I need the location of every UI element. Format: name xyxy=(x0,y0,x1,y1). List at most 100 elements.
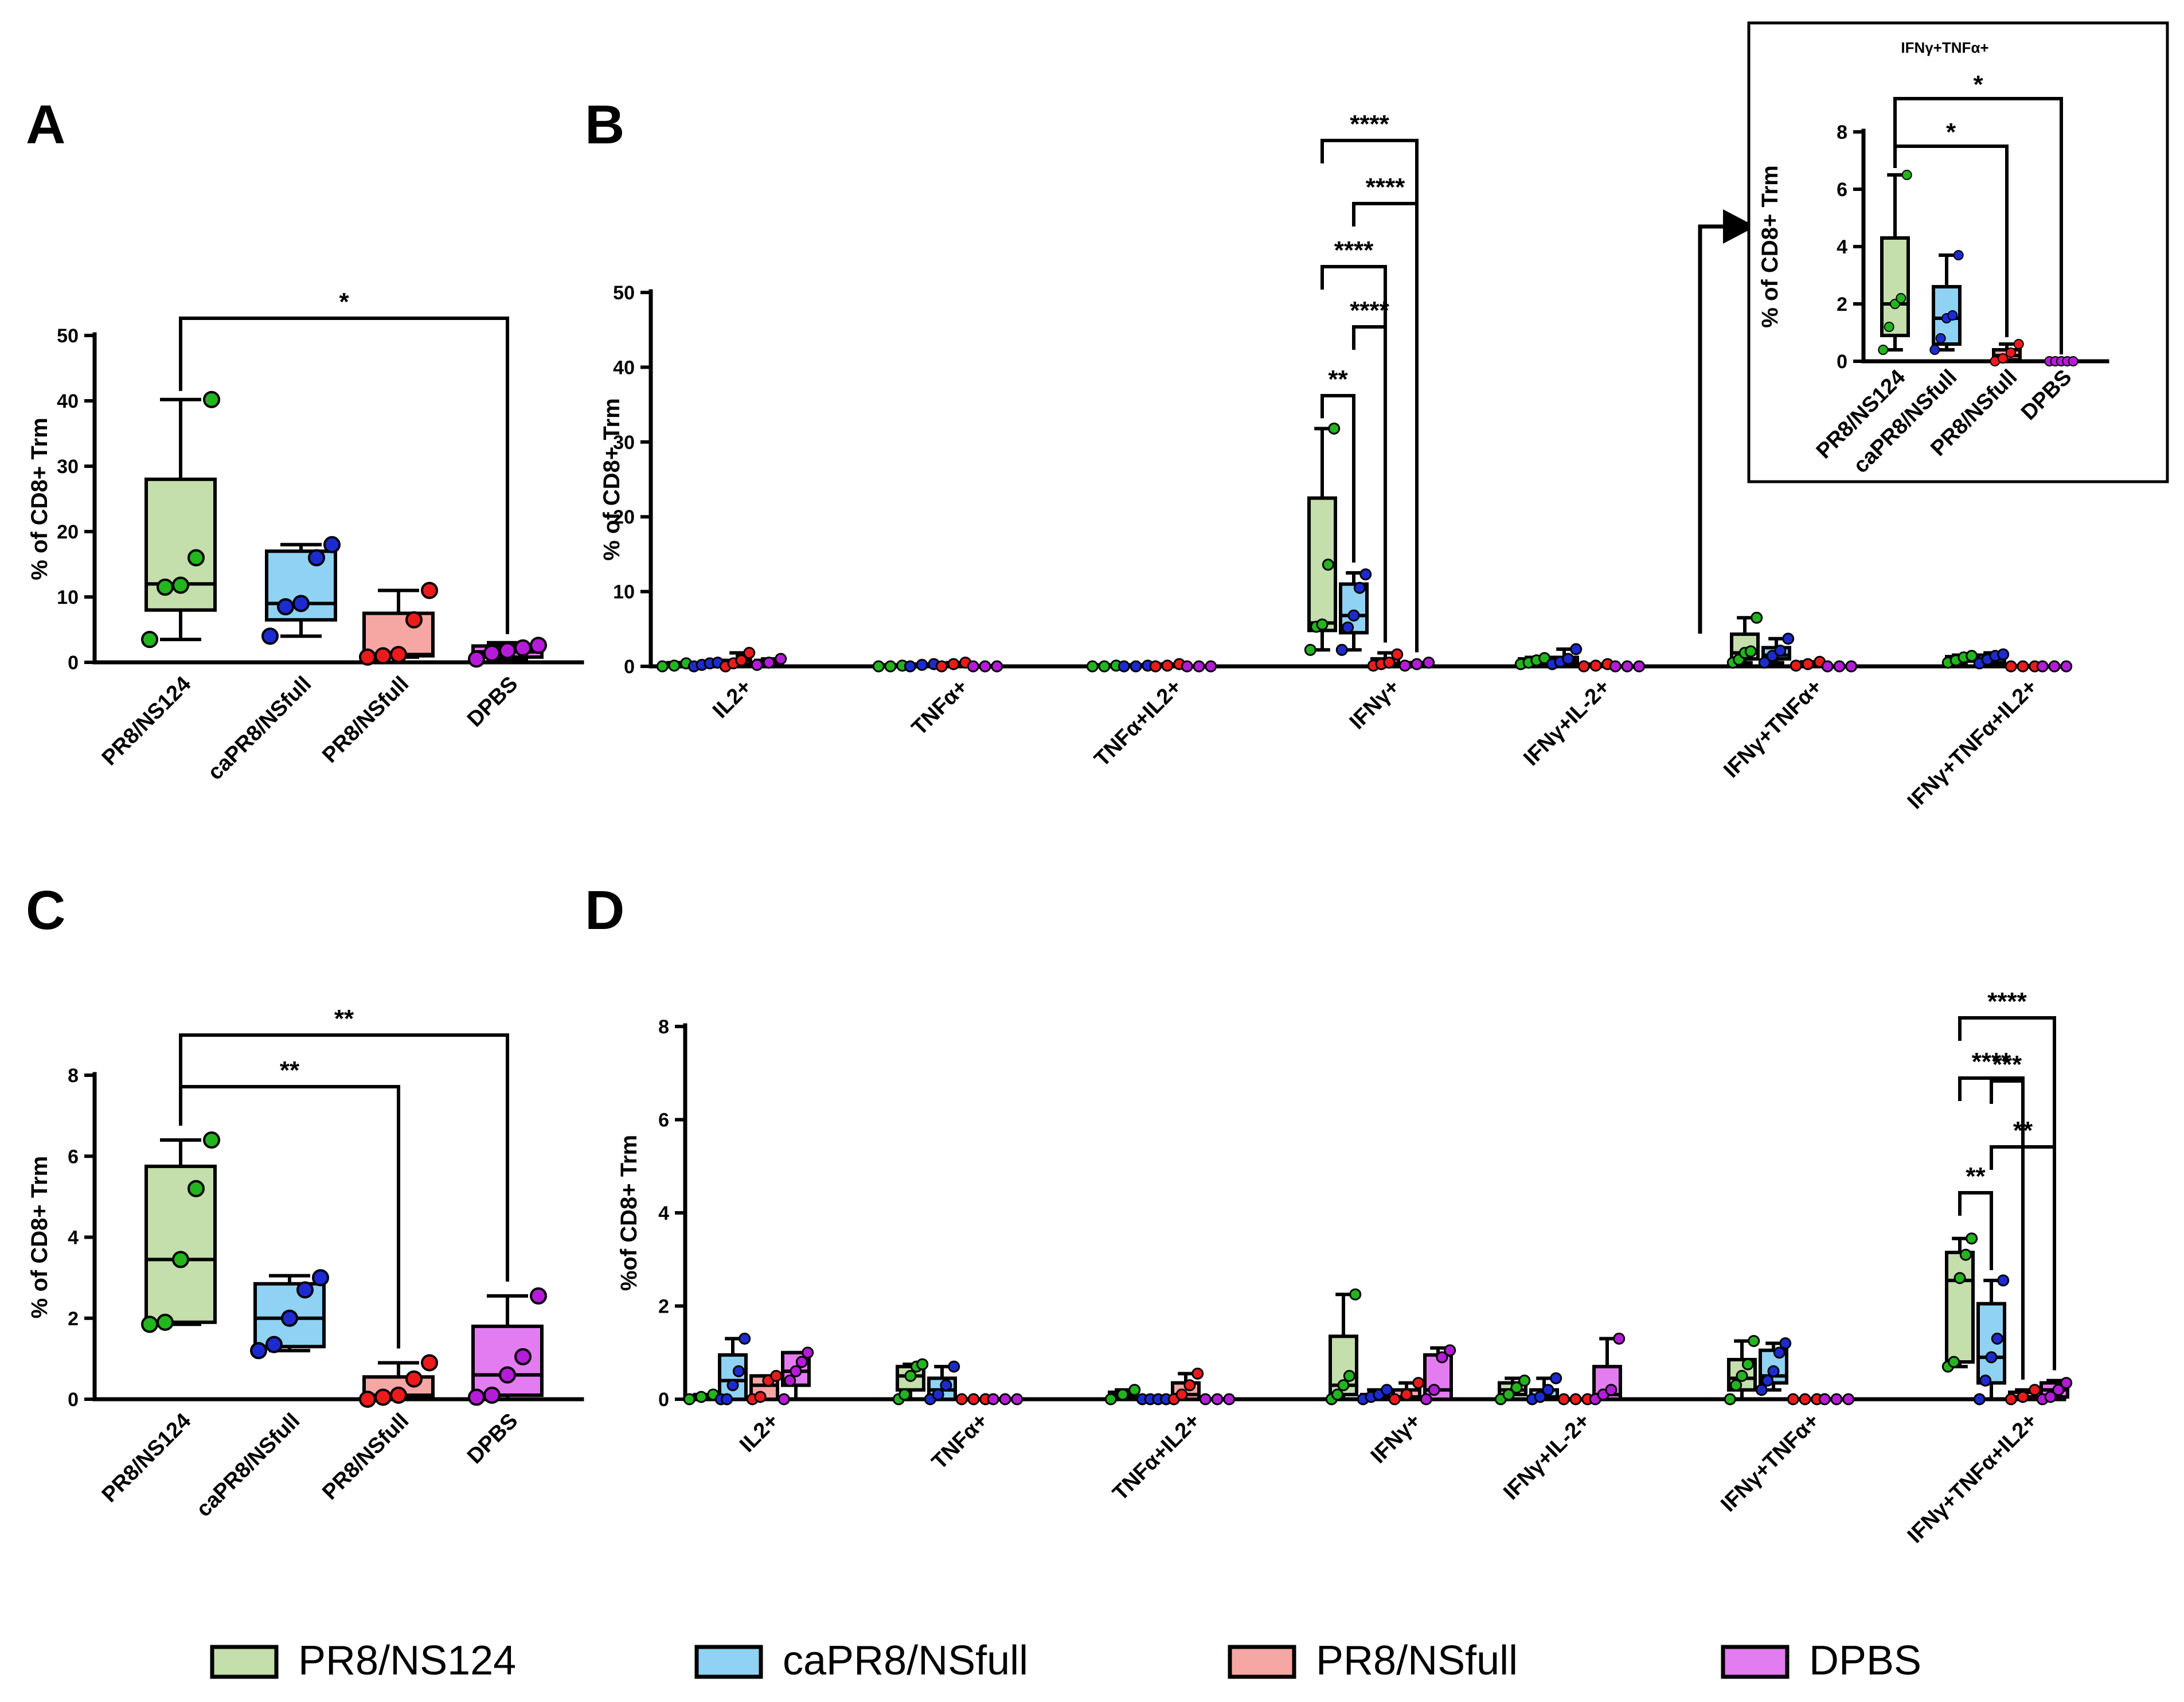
y-tick-label: 2 xyxy=(68,1308,79,1330)
data-point xyxy=(2029,1384,2041,1396)
legend-swatch xyxy=(694,1645,763,1679)
y-tick-label: 30 xyxy=(57,456,79,478)
panel-label: A xyxy=(26,94,65,155)
data-point xyxy=(955,1393,968,1406)
y-tick-label: 10 xyxy=(57,587,79,608)
data-point xyxy=(1782,633,1795,645)
data-point xyxy=(2060,660,2073,673)
box xyxy=(144,1164,217,1324)
data-point xyxy=(1998,353,2009,364)
data-point xyxy=(499,1366,516,1384)
data-point xyxy=(668,659,681,672)
data-point xyxy=(940,1379,952,1392)
data-point xyxy=(468,650,485,668)
legend-swatch xyxy=(1721,1645,1790,1679)
data-point xyxy=(987,1393,999,1406)
x-tick-label: IFNγ+TNFα+IL2+ xyxy=(1903,675,2042,814)
significance-bracket xyxy=(179,1033,509,1282)
data-point xyxy=(1116,1388,1129,1401)
data-point xyxy=(1011,1393,1023,1406)
y-axis-label: % of CD8+ Trm xyxy=(27,1156,52,1318)
panel-d: D 0 2 4 6 8 %of CD8+ Trm IL2+ TNFα+ TNFα+IL2+ IFNγ… xyxy=(585,880,2073,1548)
data-point xyxy=(261,627,279,645)
data-point xyxy=(1562,653,1574,665)
y-tick-label: 30 xyxy=(613,432,635,454)
y-tick-label: 10 xyxy=(613,581,635,603)
data-point xyxy=(1896,293,1906,303)
data-point xyxy=(1331,1388,1344,1401)
data-point xyxy=(296,1281,314,1299)
data-point xyxy=(1420,1393,1432,1406)
data-point xyxy=(203,1131,220,1149)
x-tick-label: TNFα+IL2+ xyxy=(1090,675,1187,772)
significance-label: *** xyxy=(1992,1051,2022,1079)
box xyxy=(1880,236,1910,337)
data-point xyxy=(1199,1393,1212,1406)
data-point xyxy=(1211,1393,1224,1406)
data-point xyxy=(1381,1384,1393,1396)
x-tick-label: IFNγ+ xyxy=(1366,1409,1426,1469)
data-point xyxy=(1444,1344,1456,1357)
significance-label: * xyxy=(1946,118,1956,146)
data-point xyxy=(1845,660,1858,673)
legend-label: caPR8/NSfull xyxy=(783,1638,1028,1684)
data-point xyxy=(1948,1356,1960,1368)
data-point xyxy=(1991,1332,2003,1345)
data-point xyxy=(172,576,189,594)
data-point xyxy=(1833,660,1846,673)
x-tick-label: DPBS xyxy=(463,1409,522,1469)
y-tick-label: 0 xyxy=(624,656,635,678)
data-point xyxy=(1954,1272,1966,1285)
data-point xyxy=(1741,1358,1754,1371)
y-tick-label: 4 xyxy=(1837,236,1847,258)
data-point xyxy=(1633,660,1646,673)
data-point xyxy=(784,1375,796,1387)
x-tick-label: TNFα+ xyxy=(907,675,972,740)
data-point xyxy=(695,1391,708,1403)
data-point xyxy=(1130,660,1142,673)
data-point xyxy=(530,637,547,654)
y-tick-label: 8 xyxy=(1837,122,1847,143)
data-point xyxy=(514,1348,532,1365)
data-point xyxy=(1353,581,1366,594)
data-point xyxy=(1744,645,1757,658)
significance-label: ** xyxy=(280,1056,300,1084)
data-point xyxy=(1787,1393,1799,1406)
data-point xyxy=(359,648,376,666)
data-point xyxy=(1997,648,2010,661)
data-point xyxy=(499,642,516,659)
data-point xyxy=(754,1391,767,1403)
panel-label: C xyxy=(26,880,65,941)
data-point xyxy=(1316,618,1329,631)
significance-bracket xyxy=(179,317,509,634)
data-point xyxy=(1502,1388,1515,1401)
data-point xyxy=(157,578,174,596)
data-point xyxy=(421,581,438,599)
data-point xyxy=(2060,1377,2073,1389)
data-point xyxy=(1343,1369,1355,1382)
data-point xyxy=(1534,1391,1546,1403)
data-point xyxy=(1966,1232,1978,1245)
data-point xyxy=(203,391,220,408)
x-tick-label: TNFα+IL2+ xyxy=(1108,1409,1205,1506)
data-point xyxy=(1391,648,1404,661)
data-point xyxy=(683,1393,696,1406)
significance-label: **** xyxy=(1987,987,2027,1016)
significance-label: **** xyxy=(1334,236,1374,264)
data-point xyxy=(1935,333,1946,343)
data-point xyxy=(1736,1369,1748,1382)
y-axis-label: %of CD8+ Trm xyxy=(616,1135,642,1291)
panel-c: C 0 2 4 6 8 % of CD8+ Trm PR8/NS124caPR8/NSfull… xyxy=(26,880,584,1522)
data-point xyxy=(2013,339,2024,349)
data-point xyxy=(1223,1393,1236,1406)
significance-label: **** xyxy=(1366,173,1405,201)
significance-label: **** xyxy=(1350,110,1389,138)
data-point xyxy=(292,595,310,612)
y-tick-label: 0 xyxy=(68,1389,79,1411)
y-tick-label: 0 xyxy=(68,652,79,674)
data-point xyxy=(1359,568,1372,581)
y-tick-label: 0 xyxy=(658,1389,669,1411)
panel-label: D xyxy=(585,880,624,941)
data-point xyxy=(2017,660,2029,673)
